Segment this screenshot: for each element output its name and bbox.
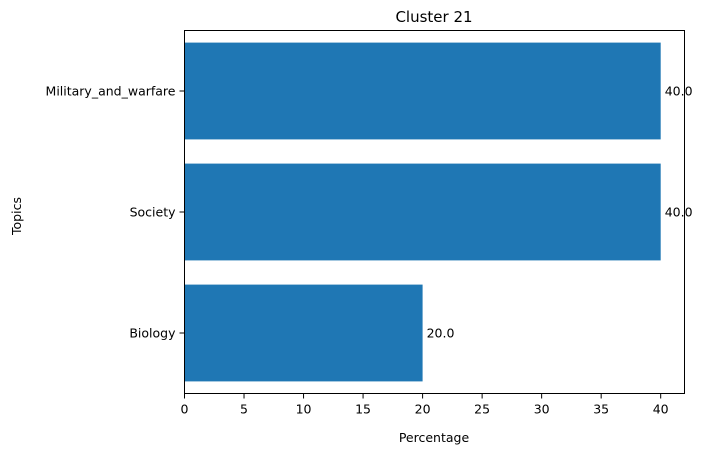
x-axis: 0 5 10 15 20 25 30 35 40 [181,393,669,417]
x-tick-label: 15 [355,402,371,417]
y-axis: Biology Society Military_and_warfare [46,84,185,341]
bar-military-and-warfare [184,42,661,140]
y-tick-label: Military_and_warfare [46,84,176,99]
x-tick-label: 40 [653,402,669,417]
x-tick-label: 25 [474,402,490,417]
x-axis-label: Percentage [399,430,470,445]
x-tick-label: 10 [296,402,312,417]
bar-society [184,163,661,261]
chart-title: Cluster 21 [395,8,472,26]
data-label: 20.0 [427,326,455,341]
y-axis-label: Topics [9,197,24,236]
data-label: 40.0 [665,84,693,99]
y-tick-label: Biology [129,326,176,341]
x-tick-label: 30 [534,402,550,417]
x-tick-label: 20 [415,402,431,417]
x-tick-label: 0 [181,402,189,417]
data-label: 40.0 [665,205,693,220]
bar-biology [184,284,423,382]
x-tick-label: 5 [240,402,248,417]
value-labels-group: 20.0 40.0 40.0 [427,84,693,341]
bars-group [184,42,661,382]
y-tick-label: Society [130,205,177,220]
x-tick-label: 35 [593,402,609,417]
